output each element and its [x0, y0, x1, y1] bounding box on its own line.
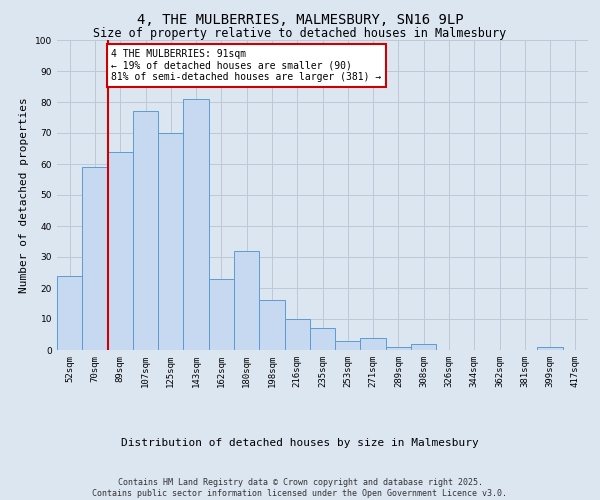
Bar: [538, 347, 563, 350]
Bar: [133, 112, 158, 350]
Bar: [310, 328, 335, 350]
Text: 4 THE MULBERRIES: 91sqm
← 19% of detached houses are smaller (90)
81% of semi-de: 4 THE MULBERRIES: 91sqm ← 19% of detache…: [112, 50, 382, 82]
Bar: [57, 276, 82, 350]
Bar: [361, 338, 386, 350]
Text: 4, THE MULBERRIES, MALMESBURY, SN16 9LP: 4, THE MULBERRIES, MALMESBURY, SN16 9LP: [137, 12, 463, 26]
Text: Contains HM Land Registry data © Crown copyright and database right 2025.
Contai: Contains HM Land Registry data © Crown c…: [92, 478, 508, 498]
Y-axis label: Number of detached properties: Number of detached properties: [19, 97, 29, 293]
Bar: [411, 344, 436, 350]
Bar: [184, 99, 209, 350]
Bar: [386, 347, 411, 350]
Bar: [209, 278, 234, 350]
Bar: [335, 340, 361, 350]
Bar: [158, 133, 184, 350]
Bar: [234, 251, 259, 350]
Bar: [107, 152, 133, 350]
Bar: [82, 167, 107, 350]
Text: Distribution of detached houses by size in Malmesbury: Distribution of detached houses by size …: [121, 438, 479, 448]
Text: Size of property relative to detached houses in Malmesbury: Size of property relative to detached ho…: [94, 28, 506, 40]
Bar: [284, 319, 310, 350]
Bar: [259, 300, 284, 350]
